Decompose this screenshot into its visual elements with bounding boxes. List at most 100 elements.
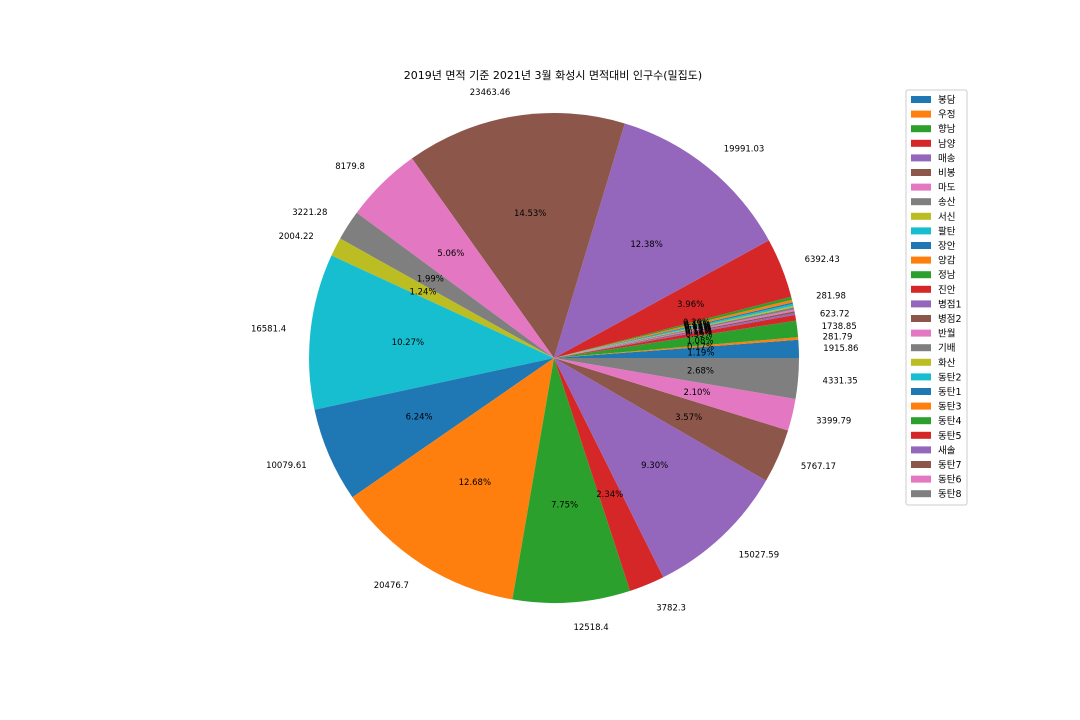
legend-label: 팔탄 [938, 225, 956, 237]
pie-slice [554, 303, 794, 358]
legend-swatch [911, 388, 931, 395]
chart-title: 2019년 면적 기준 2021년 3월 화성시 면적대비 인구수(밀집도) [404, 69, 702, 82]
pie-slice [554, 320, 799, 358]
percent-label: 2.34% [596, 490, 623, 500]
legend-label: 진안 [938, 285, 956, 296]
pie-slice [331, 238, 554, 358]
percent-label: 9.30% [641, 461, 668, 471]
legend-label: 동탄2 [938, 372, 962, 383]
percent-label: 0.13% [684, 322, 711, 332]
legend-label: 동탄1 [938, 387, 962, 398]
pie-slice [554, 312, 796, 358]
legend-swatch [911, 125, 931, 133]
legend-label: 병점1 [938, 298, 962, 310]
value-label: 281.98 [816, 291, 846, 301]
percent-label: 0.12% [685, 328, 712, 338]
pie-slice [340, 212, 554, 358]
legend-label: 동탄3 [938, 402, 962, 413]
value-label: 1738.85 [822, 322, 857, 332]
pie-slice [554, 358, 767, 578]
pie-slice [554, 299, 793, 358]
pie-slice [309, 255, 554, 410]
legend-label: 동탄5 [938, 431, 962, 442]
legend-swatch [911, 358, 931, 366]
value-label: 3782.3 [656, 603, 686, 613]
legend-label: 새솔 [938, 445, 956, 456]
pie-slice [314, 358, 554, 498]
legend-label: 기배 [938, 343, 955, 354]
legend-swatch [911, 461, 931, 468]
percent-label: 0.09% [684, 323, 711, 333]
legend-swatch [911, 169, 931, 176]
value-label: 6392.43 [805, 255, 840, 265]
percent-label: 3.96% [677, 300, 704, 310]
legend-swatch [911, 285, 931, 293]
legend-label: 동탄8 [938, 489, 962, 500]
percent-label: 1.08% [686, 337, 713, 347]
pie-slice [554, 296, 792, 358]
legend-label: 향남 [938, 123, 956, 135]
legend-label: 장안 [938, 241, 956, 252]
value-label: 19991.03 [724, 145, 765, 155]
pie-slice [554, 339, 799, 358]
legend-label: 서신 [938, 212, 955, 223]
percent-label: 2.10% [683, 388, 710, 398]
legend-swatch [911, 300, 931, 308]
percent-label: 5.06% [437, 249, 464, 259]
legend-swatch [911, 183, 931, 191]
legend-swatch [911, 344, 931, 352]
legend-swatch [911, 154, 931, 162]
legend-swatch [911, 256, 931, 264]
value-label: 5767.17 [801, 462, 836, 472]
percent-label: 0.17% [683, 320, 710, 330]
legend-label: 매송 [938, 153, 956, 164]
pie-slice [554, 358, 789, 481]
percent-label: 0.20% [683, 318, 710, 328]
pie-slice [554, 123, 769, 358]
legend-label: 병점2 [938, 313, 962, 325]
legend-swatch [911, 271, 931, 279]
legend-label: 양감 [938, 255, 956, 267]
legend-swatch [911, 315, 931, 322]
value-label: 1915.86 [823, 344, 858, 354]
legend-swatch [911, 212, 931, 220]
legend-label: 남양 [938, 139, 956, 150]
legend-label: 마도 [938, 183, 956, 194]
percent-label: 0.17% [687, 342, 714, 352]
legend-swatch [911, 417, 931, 425]
pie-slice [356, 158, 554, 358]
legend-swatch [911, 329, 931, 337]
legend-label: 동탄6 [938, 475, 962, 486]
value-label: 4331.35 [823, 377, 858, 387]
legend-swatch [911, 110, 931, 118]
legend-label: 송산 [938, 197, 956, 208]
percent-label: 2.68% [687, 366, 714, 376]
legend-label: 반월 [938, 328, 955, 340]
percent-label: 12.68% [459, 478, 491, 488]
percent-label: 3.57% [675, 413, 702, 423]
value-label: 16581.4 [251, 325, 286, 335]
percent-label: 6.24% [406, 412, 433, 422]
percent-label: 0.11% [684, 321, 711, 331]
percent-label: 10.27% [392, 338, 424, 348]
legend-swatch [911, 475, 931, 483]
percent-label: 1.24% [409, 287, 436, 297]
value-label: 12518.4 [573, 623, 608, 633]
legend-swatch [911, 139, 931, 147]
pie-slice [554, 309, 795, 358]
pie-slices [309, 112, 799, 603]
pie-slice [352, 358, 554, 600]
legend-frame [905, 89, 968, 506]
pie-slice [554, 305, 794, 358]
legend-swatch [911, 490, 931, 498]
pie-slice [512, 358, 631, 603]
value-label: 2004.22 [279, 232, 314, 242]
legend-swatch [911, 373, 931, 381]
legend-label: 동탄7 [938, 460, 962, 471]
value-label: 623.72 [820, 310, 850, 320]
pie-slice [554, 314, 797, 358]
percent-label: 1.99% [417, 274, 444, 284]
